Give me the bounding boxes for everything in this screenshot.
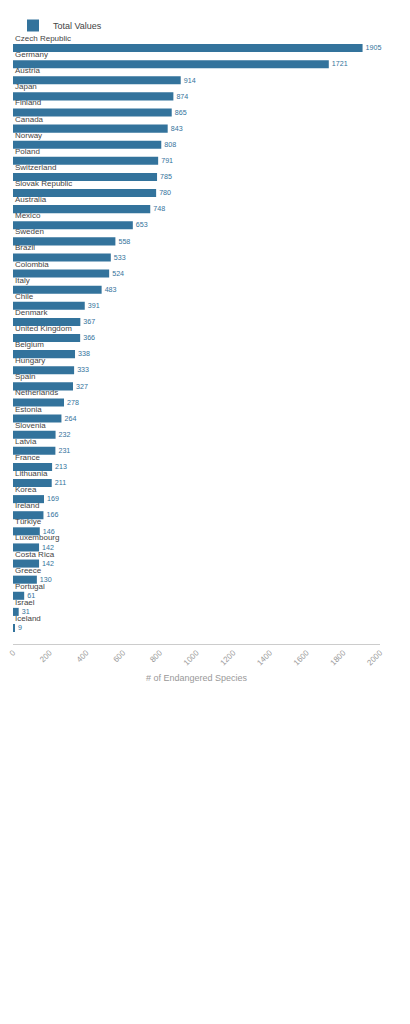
svg-text:748: 748 [153,205,165,213]
svg-text:914: 914 [184,77,196,85]
svg-text:Poland: Poland [15,147,40,156]
svg-text:United Kingdom: United Kingdom [15,324,72,333]
svg-text:Ireland: Ireland [15,501,39,510]
svg-text:232: 232 [59,431,71,439]
svg-text:Greece: Greece [15,566,42,575]
svg-text:Korea: Korea [15,485,37,494]
svg-text:1721: 1721 [332,60,348,68]
svg-text:130: 130 [40,576,52,584]
svg-text:Türkiye: Türkiye [15,517,42,526]
svg-text:533: 533 [114,254,126,262]
svg-text:264: 264 [64,415,76,423]
svg-text:400: 400 [75,648,91,664]
svg-text:333: 333 [77,366,89,374]
svg-text:Australia: Australia [15,195,47,204]
svg-text:Costa Rica: Costa Rica [15,550,55,559]
svg-text:Luxembourg: Luxembourg [15,533,59,542]
svg-text:146: 146 [43,528,55,536]
svg-text:865: 865 [175,109,187,117]
svg-text:France: France [15,453,40,462]
svg-text:600: 600 [112,648,128,664]
svg-text:Norway: Norway [15,131,42,140]
svg-text:Czech Republic: Czech Republic [15,34,71,43]
svg-text:Switzerland: Switzerland [15,163,56,172]
svg-text:1400: 1400 [255,648,274,667]
svg-text:Sweden: Sweden [15,227,44,236]
svg-text:367: 367 [83,318,95,326]
svg-text:Hungary: Hungary [15,356,45,365]
svg-text:Slovenia: Slovenia [15,421,46,430]
svg-text:31: 31 [22,608,30,616]
svg-text:Netherlands: Netherlands [15,388,58,397]
svg-text:874: 874 [176,93,188,101]
svg-text:1800: 1800 [329,648,348,667]
svg-text:338: 338 [78,350,90,358]
svg-text:483: 483 [105,286,117,294]
svg-text:Brazil: Brazil [15,243,35,252]
svg-text:Canada: Canada [15,115,44,124]
svg-text:785: 785 [160,173,172,181]
svg-text:1200: 1200 [218,648,237,667]
svg-text:# of Endangered Species: # of Endangered Species [146,673,248,683]
svg-text:0: 0 [8,648,18,658]
svg-text:800: 800 [148,648,164,664]
svg-text:Colombia: Colombia [15,260,49,269]
svg-text:169: 169 [47,495,59,503]
svg-text:Germany: Germany [15,50,48,59]
svg-text:142: 142 [42,544,54,552]
svg-text:1600: 1600 [292,648,311,667]
svg-text:Estonia: Estonia [15,405,42,414]
svg-text:327: 327 [76,383,88,391]
svg-text:Belgium: Belgium [15,340,44,349]
svg-text:Chile: Chile [15,292,34,301]
svg-text:Spain: Spain [15,372,35,381]
svg-text:791: 791 [161,157,173,165]
svg-text:231: 231 [58,447,70,455]
svg-text:213: 213 [55,463,67,471]
svg-text:653: 653 [136,221,148,229]
svg-text:524: 524 [112,270,124,278]
svg-text:278: 278 [67,399,79,407]
svg-text:211: 211 [55,479,66,487]
svg-text:366: 366 [83,334,95,342]
svg-text:780: 780 [159,189,171,197]
svg-text:Slovak Republic: Slovak Republic [15,179,72,188]
svg-text:Italy: Italy [15,276,30,285]
svg-text:1905: 1905 [366,44,382,52]
svg-text:142: 142 [42,560,54,568]
svg-text:Finland: Finland [15,98,41,107]
svg-text:Latvia: Latvia [15,437,37,446]
svg-text:2000: 2000 [365,648,384,667]
svg-text:Total Values: Total Values [53,21,102,31]
svg-text:843: 843 [171,125,183,133]
svg-text:558: 558 [118,238,130,246]
svg-text:Lithuania: Lithuania [15,469,48,478]
svg-text:Iceland: Iceland [15,614,41,623]
svg-text:Denmark: Denmark [15,308,48,317]
svg-text:Mexico: Mexico [15,211,41,220]
svg-text:808: 808 [164,141,176,149]
svg-text:391: 391 [88,302,100,310]
svg-text:Israel: Israel [15,598,35,607]
svg-text:Portugal: Portugal [15,582,45,591]
svg-text:Austria: Austria [15,66,40,75]
svg-text:200: 200 [38,648,54,664]
svg-text:166: 166 [46,511,58,519]
svg-text:9: 9 [18,624,22,632]
svg-text:61: 61 [27,592,35,600]
svg-text:1000: 1000 [182,648,201,667]
svg-text:Japan: Japan [15,82,37,91]
